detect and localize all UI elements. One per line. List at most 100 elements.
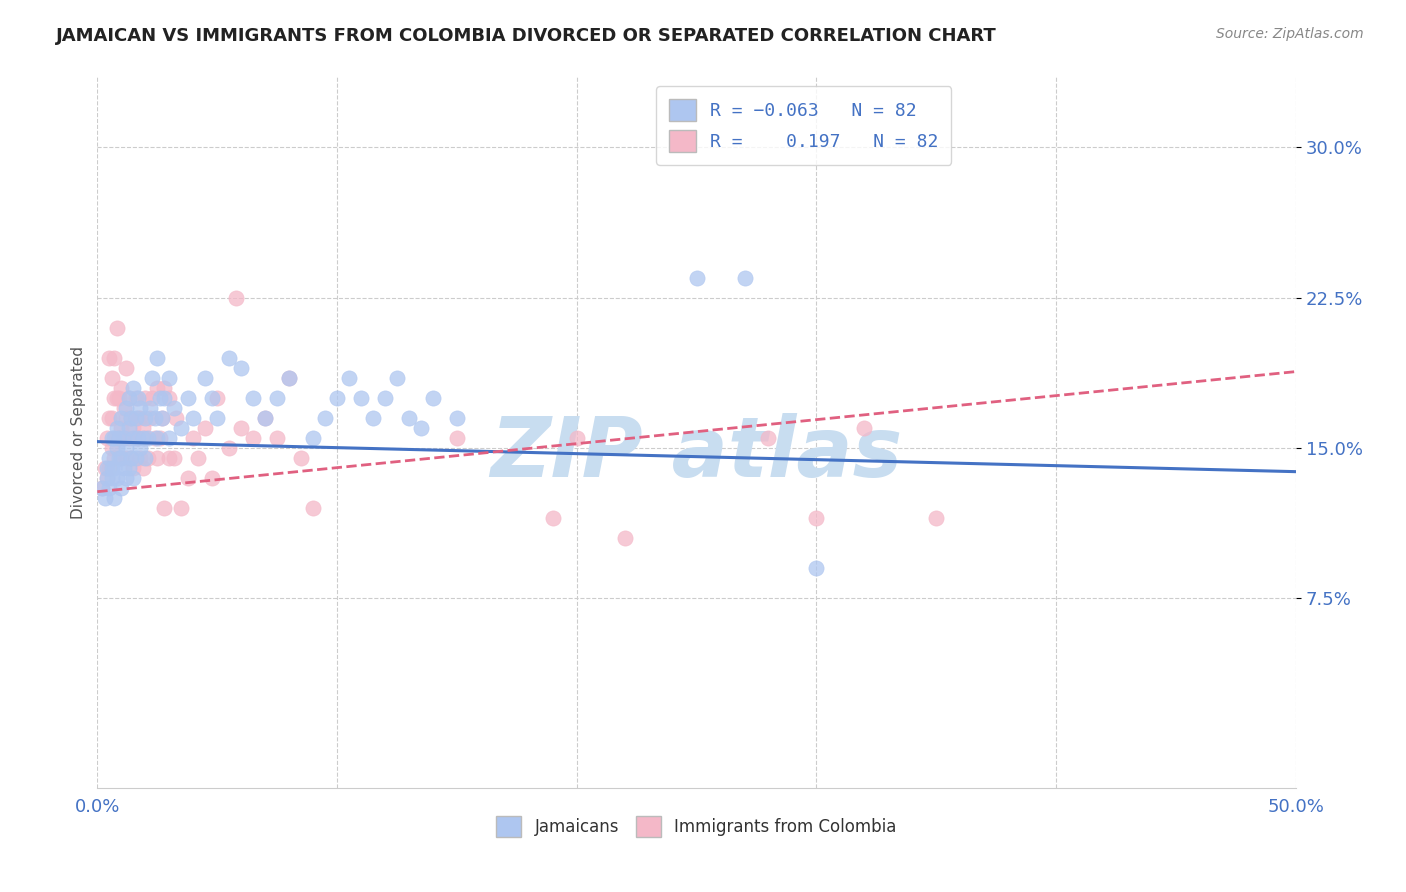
Point	[115, 450, 138, 465]
Point	[242, 391, 264, 405]
Point	[103, 351, 125, 365]
Point	[143, 410, 166, 425]
Legend: Jamaicans, Immigrants from Colombia: Jamaicans, Immigrants from Colombia	[489, 810, 903, 844]
Point	[122, 470, 145, 484]
Point	[115, 441, 138, 455]
Point	[187, 450, 209, 465]
Point	[115, 360, 138, 375]
Point	[134, 450, 156, 465]
Point	[446, 431, 468, 445]
Point	[231, 360, 253, 375]
Point	[103, 460, 125, 475]
Point	[127, 391, 149, 405]
Point	[127, 410, 149, 425]
Point	[149, 391, 172, 405]
Point	[96, 470, 118, 484]
Point	[108, 431, 131, 445]
Point	[108, 431, 131, 445]
Point	[129, 441, 152, 455]
Point	[127, 431, 149, 445]
Point	[103, 450, 125, 465]
Point	[110, 481, 132, 495]
Point	[125, 431, 148, 445]
Point	[96, 431, 118, 445]
Point	[120, 450, 142, 465]
Point	[125, 391, 148, 405]
Point	[374, 391, 396, 405]
Point	[112, 401, 135, 415]
Point	[100, 410, 122, 425]
Point	[302, 500, 325, 515]
Point	[91, 481, 114, 495]
Point	[115, 410, 138, 425]
Point	[98, 450, 121, 465]
Point	[290, 450, 312, 465]
Point	[201, 391, 224, 405]
Point	[337, 370, 360, 384]
Point	[806, 560, 828, 574]
Point	[98, 351, 121, 365]
Point	[146, 431, 169, 445]
Point	[278, 370, 301, 384]
Point	[385, 370, 408, 384]
Point	[120, 450, 142, 465]
Point	[100, 470, 122, 484]
Point	[177, 470, 200, 484]
Point	[254, 410, 277, 425]
Point	[141, 370, 163, 384]
Point	[153, 500, 176, 515]
Point	[146, 381, 169, 395]
Point	[105, 441, 128, 455]
Point	[117, 391, 139, 405]
Point	[685, 270, 707, 285]
Text: Source: ZipAtlas.com: Source: ZipAtlas.com	[1216, 27, 1364, 41]
Point	[110, 410, 132, 425]
Point	[613, 531, 636, 545]
Point	[139, 401, 162, 415]
Y-axis label: Divorced or Separated: Divorced or Separated	[72, 346, 86, 519]
Point	[132, 460, 155, 475]
Point	[163, 401, 186, 415]
Point	[129, 410, 152, 425]
Point	[110, 381, 132, 395]
Point	[302, 431, 325, 445]
Point	[108, 391, 131, 405]
Point	[136, 450, 159, 465]
Point	[181, 410, 204, 425]
Point	[163, 450, 186, 465]
Point	[117, 420, 139, 434]
Point	[122, 431, 145, 445]
Point	[266, 391, 288, 405]
Point	[734, 270, 756, 285]
Point	[105, 391, 128, 405]
Point	[141, 391, 163, 405]
Text: ZIP atlas: ZIP atlas	[491, 414, 903, 494]
Point	[409, 420, 432, 434]
Point	[112, 460, 135, 475]
Point	[231, 420, 253, 434]
Point	[146, 351, 169, 365]
Point	[117, 391, 139, 405]
Point	[205, 391, 228, 405]
Point	[96, 460, 118, 475]
Point	[150, 410, 173, 425]
Point	[100, 441, 122, 455]
Point	[314, 410, 336, 425]
Point	[103, 491, 125, 505]
Point	[93, 460, 115, 475]
Point	[122, 420, 145, 434]
Point	[122, 460, 145, 475]
Point	[153, 381, 176, 395]
Point	[105, 320, 128, 334]
Point	[100, 370, 122, 384]
Point	[100, 460, 122, 475]
Point	[129, 450, 152, 465]
Point	[120, 410, 142, 425]
Point	[93, 491, 115, 505]
Point	[100, 431, 122, 445]
Point	[853, 420, 876, 434]
Point	[170, 500, 193, 515]
Point	[112, 431, 135, 445]
Point	[136, 431, 159, 445]
Point	[541, 510, 564, 524]
